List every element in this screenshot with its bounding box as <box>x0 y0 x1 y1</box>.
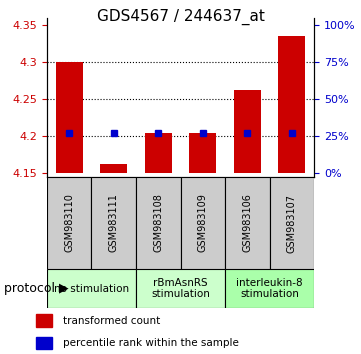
Text: GDS4567 / 244637_at: GDS4567 / 244637_at <box>96 9 265 25</box>
Bar <box>180 177 225 269</box>
Bar <box>190 132 216 173</box>
Bar <box>136 269 225 308</box>
Text: percentile rank within the sample: percentile rank within the sample <box>63 338 239 348</box>
Text: GSM983108: GSM983108 <box>153 194 163 252</box>
Bar <box>100 164 127 173</box>
Bar <box>56 62 83 173</box>
Bar <box>47 177 91 269</box>
Text: rBmAsnRS
stimulation: rBmAsnRS stimulation <box>151 278 210 299</box>
Bar <box>278 36 305 173</box>
Bar <box>225 177 270 269</box>
Text: interleukin-8
stimulation: interleukin-8 stimulation <box>236 278 303 299</box>
Bar <box>145 132 171 173</box>
Bar <box>136 177 180 269</box>
Bar <box>270 177 314 269</box>
Text: protocol ▶: protocol ▶ <box>4 282 68 295</box>
Bar <box>36 314 52 327</box>
Text: GSM983106: GSM983106 <box>242 194 252 252</box>
Bar <box>234 90 261 173</box>
Text: GSM983107: GSM983107 <box>287 194 297 252</box>
Text: transformed count: transformed count <box>63 316 160 326</box>
Text: no stimulation: no stimulation <box>54 284 129 293</box>
Text: GSM983109: GSM983109 <box>198 194 208 252</box>
Bar <box>91 177 136 269</box>
Bar <box>36 337 52 349</box>
Bar <box>47 269 136 308</box>
Text: GSM983111: GSM983111 <box>109 194 119 252</box>
Text: GSM983110: GSM983110 <box>64 194 74 252</box>
Bar <box>225 269 314 308</box>
